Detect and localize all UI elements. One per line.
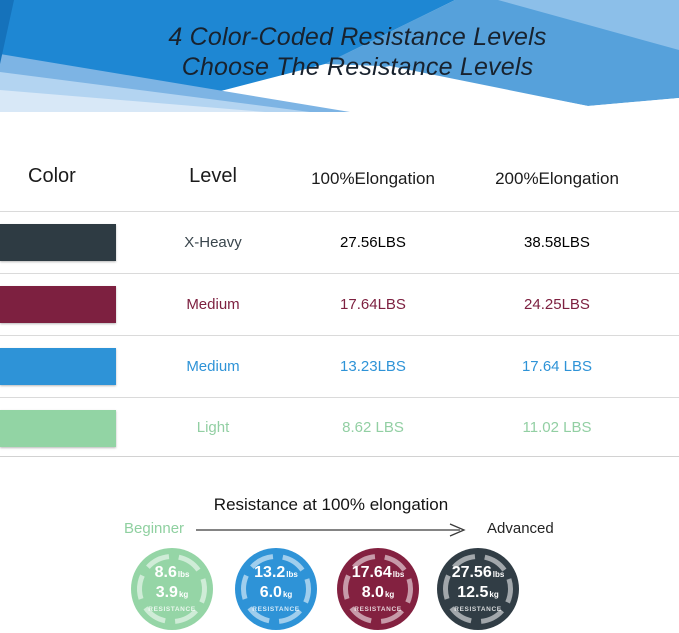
- banner-title: 4 Color-Coded Resistance Levels Choose T…: [36, 22, 679, 82]
- badge-lbs-value: 8.6lbs: [154, 564, 190, 581]
- band-color-swatch-dark-gray: [0, 224, 116, 261]
- badge-kg-value: 8.0kg: [361, 584, 395, 601]
- badge-kg-value: 3.9kg: [155, 584, 189, 601]
- badge-kg-value: 6.0kg: [259, 584, 293, 601]
- banner-background-art: [0, 0, 679, 118]
- column-header-level: Level: [189, 165, 237, 187]
- dashed-ring-icon: [241, 554, 311, 624]
- table-row: Light 8.62 LBS 11.02 LBS: [0, 398, 679, 456]
- band-color-swatch-maroon: [0, 286, 116, 323]
- badge-caption: RESISTANCE: [148, 606, 196, 613]
- kg-unit: kg: [282, 590, 293, 599]
- resistance-badge-dark-gray: 27.56lbs 12.5kg RESISTANCE: [437, 548, 519, 630]
- table-row: Medium 17.64LBS 24.25LBS: [0, 274, 679, 335]
- lbs-unit: lbs: [177, 570, 190, 579]
- elongation-100-cell: 17.64LBS: [340, 296, 406, 313]
- kg-unit: kg: [489, 590, 499, 599]
- table-divider: [0, 273, 679, 274]
- table-divider: [0, 211, 679, 212]
- badge-caption: RESISTANCE: [252, 606, 300, 613]
- level-cell: Medium: [186, 358, 240, 375]
- lbs-unit: lbs: [286, 570, 298, 579]
- lbs-unit: lbs: [392, 570, 405, 579]
- elongation-200-cell: 24.25LBS: [524, 296, 590, 313]
- table-divider: [0, 335, 679, 336]
- kg-unit: kg: [178, 590, 189, 599]
- elongation-100-cell: 13.23LBS: [340, 358, 406, 375]
- table-divider: [0, 397, 679, 398]
- elongation-100-cell: 27.56LBS: [340, 234, 406, 251]
- badge-lbs-value: 13.2lbs: [254, 564, 298, 581]
- elongation-200-cell: 17.64 LBS: [521, 358, 593, 375]
- level-cell: Medium: [186, 296, 240, 313]
- column-header-100-elongation: 100%Elongation: [311, 169, 435, 188]
- dashed-ring-icon: [137, 554, 207, 624]
- resistance-badge-green: 8.6lbs 3.9kg RESISTANCE: [131, 548, 213, 630]
- dashed-ring-icon: [443, 554, 513, 624]
- level-cell: Light: [196, 418, 230, 436]
- band-color-swatch-blue: [0, 348, 116, 385]
- badge-lbs-value: 27.56lbs: [451, 564, 505, 581]
- table-divider: [0, 456, 679, 457]
- elongation-200-cell: 38.58LBS: [524, 234, 590, 251]
- lbs-unit: lbs: [492, 570, 505, 579]
- legend-title: Resistance at 100% elongation: [213, 495, 449, 514]
- banner-title-line2: Choose The Resistance Levels: [181, 53, 534, 81]
- legend-beginner-label: Beginner: [124, 520, 185, 537]
- badge-caption: RESISTANCE: [354, 606, 402, 613]
- resistance-badge-maroon: 17.64lbs 8.0kg RESISTANCE: [337, 548, 419, 630]
- badge-caption: RESISTANCE: [454, 606, 502, 613]
- badge-lbs-value: 17.64lbs: [351, 564, 405, 581]
- beginner-to-advanced-arrow-icon: [196, 523, 466, 537]
- band-color-swatch-green: [0, 410, 116, 447]
- header-banner: 4 Color-Coded Resistance Levels Choose T…: [0, 0, 679, 118]
- dashed-ring-icon: [343, 554, 413, 624]
- banner-title-line1: 4 Color-Coded Resistance Levels: [168, 23, 547, 51]
- resistance-badge-blue: 13.2lbs 6.0kg RESISTANCE: [235, 548, 317, 630]
- legend-advanced-label: Advanced: [487, 520, 554, 537]
- badge-kg-value: 12.5kg: [457, 584, 499, 601]
- column-header-200-elongation: 200%Elongation: [495, 169, 619, 188]
- elongation-200-cell: 11.02 LBS: [522, 418, 592, 436]
- level-cell: X-Heavy: [184, 234, 242, 251]
- column-header-color: Color: [28, 165, 76, 187]
- table-row: X-Heavy 27.56LBS 38.58LBS: [0, 212, 679, 273]
- table-row: Medium 13.23LBS 17.64 LBS: [0, 336, 679, 397]
- kg-unit: kg: [384, 590, 395, 599]
- elongation-100-cell: 8.62 LBS: [342, 418, 404, 436]
